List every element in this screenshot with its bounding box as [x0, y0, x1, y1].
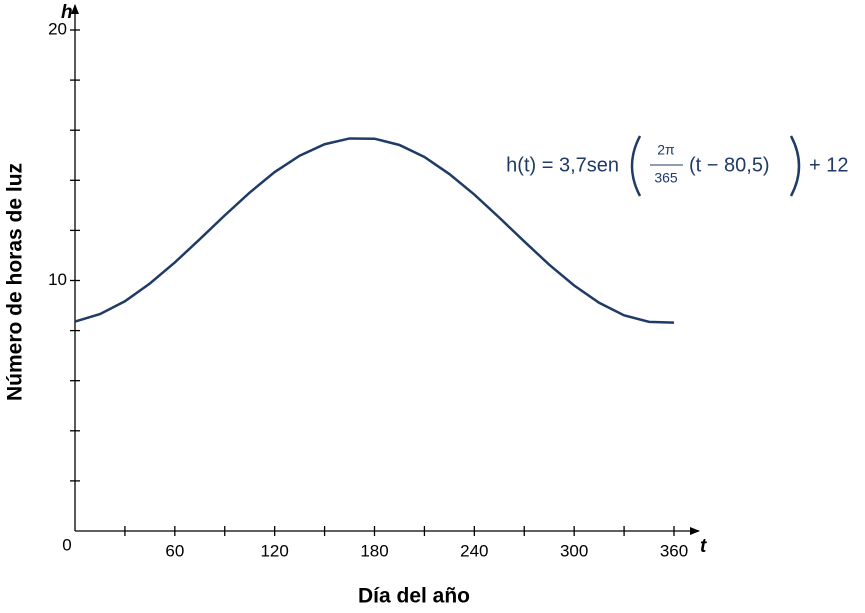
origin-label: 0: [62, 535, 71, 554]
equation-numerator: 2π: [657, 142, 675, 158]
equation-prefix: h(t) = 3,7sen: [506, 154, 619, 176]
equation-suffix: + 12: [809, 154, 848, 176]
y-axis-letter: h: [61, 2, 73, 23]
equation-inner: (t − 80,5): [689, 154, 770, 176]
paren: [789, 135, 801, 197]
x-tick-label: 180: [360, 541, 388, 560]
x-tick-label: 300: [560, 541, 588, 560]
x-tick-label: 360: [660, 541, 688, 560]
paren: [630, 135, 642, 197]
x-tick-label: 120: [260, 541, 288, 560]
x-axis-label: Día del año: [358, 585, 470, 608]
x-tick-label: 240: [460, 541, 488, 560]
y-tick-label: 10: [48, 270, 67, 289]
x-axis-letter: t: [700, 536, 707, 557]
y-tick-label: 20: [48, 19, 67, 38]
curve: [74, 137, 675, 324]
y-axis-label: Número de horas de luz: [4, 163, 27, 401]
x-tick-label: 60: [165, 541, 184, 560]
equation-denominator: 365: [654, 170, 678, 186]
equation: h(t) = 3,7sen 2π 365 (t − 80,5) + 12: [506, 135, 848, 197]
